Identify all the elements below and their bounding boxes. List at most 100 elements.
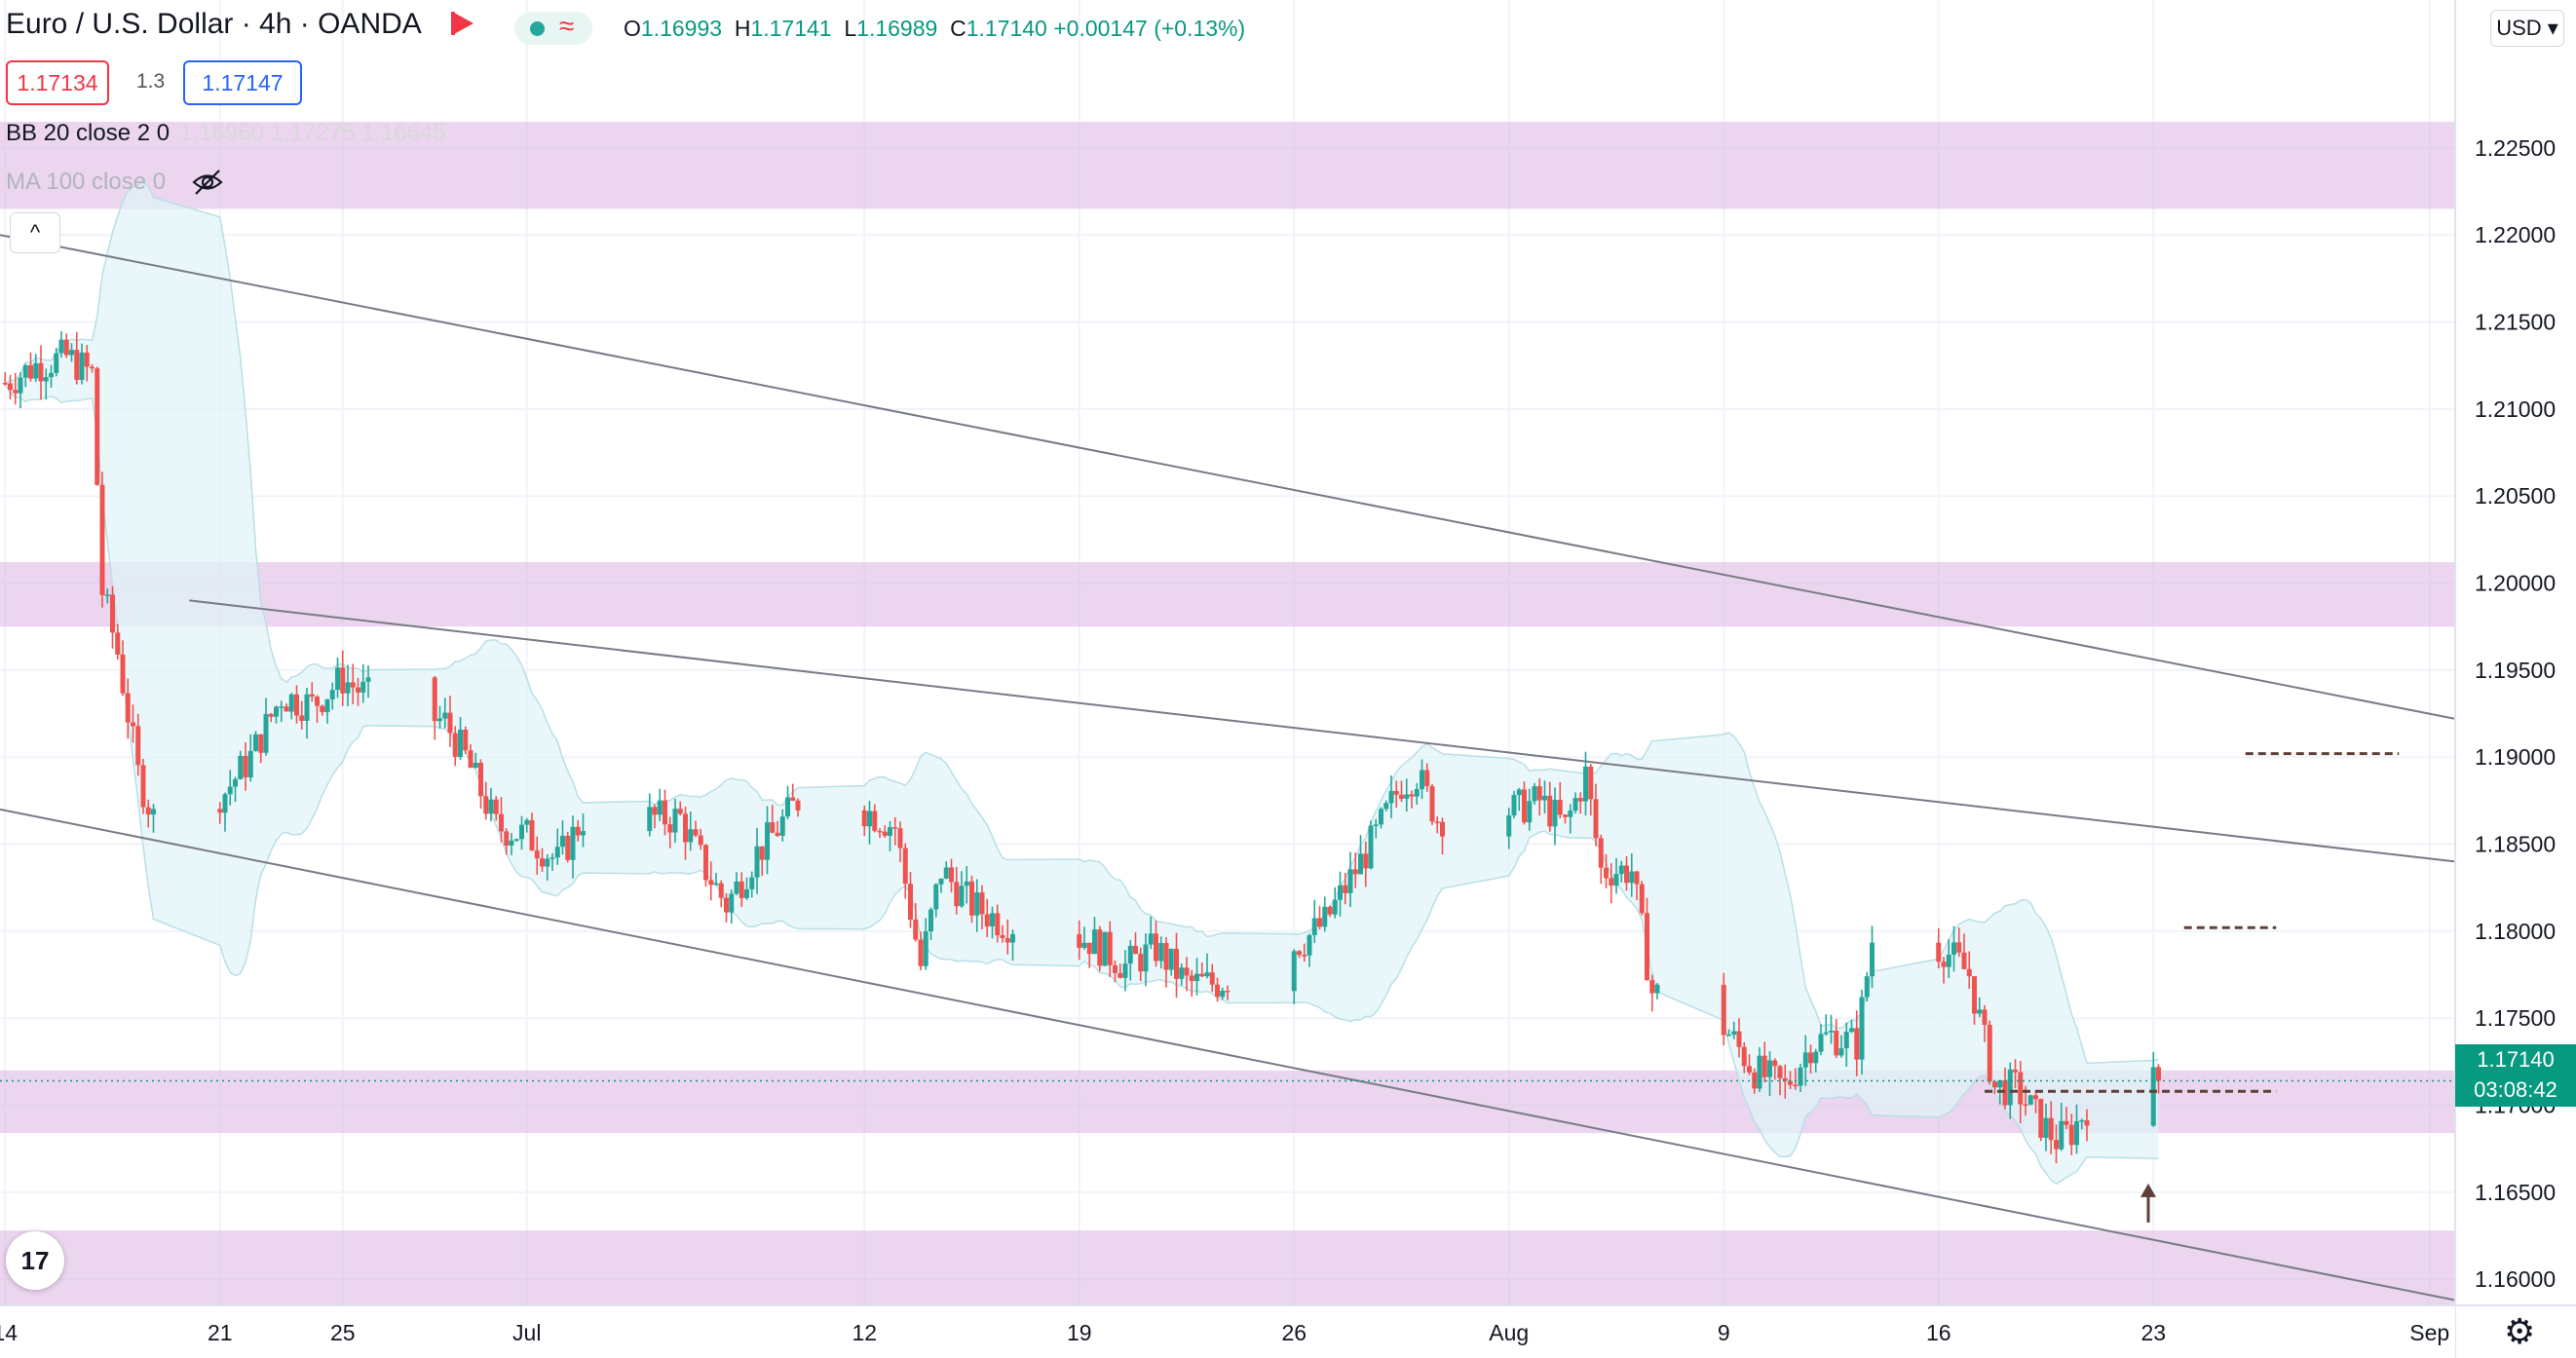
trendline[interactable] <box>0 234 2456 720</box>
trendlines[interactable] <box>0 234 2456 1301</box>
candle-body <box>447 712 453 734</box>
candle-body <box>724 897 729 913</box>
candle-body <box>499 813 504 832</box>
candle-body <box>1148 933 1154 945</box>
candle-body <box>488 799 494 814</box>
candle-body <box>667 824 673 833</box>
candle-body <box>1429 786 1435 822</box>
candle-body <box>1542 795 1547 801</box>
candle-body <box>1168 948 1174 970</box>
target-lines[interactable] <box>0 752 2455 1223</box>
candle-body <box>1829 1031 1834 1033</box>
candle-body <box>365 677 371 682</box>
trendline[interactable] <box>0 808 2456 1301</box>
candle-body <box>360 681 366 693</box>
candle-body <box>1563 814 1568 817</box>
collapse-legend-button[interactable]: ^ <box>10 212 60 253</box>
y-tick-label: 1.16000 <box>2475 1266 2556 1292</box>
zone-rect[interactable] <box>0 122 2455 209</box>
candle-body <box>1808 1052 1813 1064</box>
bb-indicator-legend[interactable]: BB 20 close 2 0 1.16960 1.17275 1.16645 <box>6 120 446 147</box>
candle-body <box>2043 1117 2049 1138</box>
candle-body <box>463 729 469 751</box>
candle-body <box>928 909 933 932</box>
candle-body <box>79 352 85 380</box>
candle-body <box>1506 815 1512 837</box>
chevron-down-icon: ▾ <box>2541 16 2558 40</box>
candle-body <box>765 822 770 860</box>
y-tick-label: 1.22500 <box>2475 135 2556 161</box>
candle-body <box>2033 1095 2038 1100</box>
candle-body <box>110 594 115 633</box>
candle-body <box>1291 951 1297 992</box>
candle-body <box>509 840 514 846</box>
candle-body <box>1782 1077 1788 1081</box>
y-tick-label: 1.16500 <box>2475 1180 2556 1205</box>
candle-body <box>458 729 463 757</box>
candle-body <box>1813 1051 1819 1064</box>
low-label: L <box>844 16 857 41</box>
support-resistance-zones <box>0 122 2455 1318</box>
ma-indicator-legend[interactable]: MA 100 close 0 <box>6 169 167 195</box>
buy-button[interactable]: 1.17147 <box>183 60 302 105</box>
candle-body <box>1409 794 1415 797</box>
currency-select[interactable]: USD ▾ <box>2490 10 2564 47</box>
zone-rect[interactable] <box>0 562 2455 627</box>
candle-body <box>1311 918 1317 935</box>
zone-rect[interactable] <box>0 1230 2455 1318</box>
candle-body <box>350 682 356 688</box>
x-tick-label: 19 <box>1067 1320 1092 1345</box>
arrow-up-icon[interactable] <box>2140 1183 2156 1197</box>
candle-body <box>243 755 248 777</box>
candle-body <box>1736 1031 1742 1047</box>
candle-body <box>1086 942 1092 955</box>
candle-body <box>1588 766 1594 800</box>
candle-body <box>268 713 274 717</box>
candle-body <box>1577 798 1583 802</box>
candle-body <box>683 813 688 843</box>
candle-body <box>1772 1060 1778 1067</box>
candle-body <box>892 827 898 829</box>
candle-body <box>1297 951 1302 956</box>
candle-body <box>2023 1104 2028 1107</box>
candle-body <box>1393 790 1399 795</box>
x-tick-label: 9 <box>1718 1320 1730 1345</box>
candle-body <box>69 350 74 356</box>
open-value: 1.16993 <box>640 16 723 41</box>
candle-body <box>708 880 714 886</box>
eye-off-icon[interactable] <box>191 168 224 197</box>
tradingview-logo-icon[interactable]: 17 <box>6 1231 64 1290</box>
symbol-title[interactable]: Euro / U.S. Dollar · 4h · OANDA <box>6 8 422 40</box>
candle-body <box>1383 803 1389 810</box>
market-status-pill[interactable] <box>514 12 592 45</box>
sell-button[interactable]: 1.17134 <box>6 60 109 105</box>
candle-body <box>954 882 960 907</box>
candle-body <box>131 722 135 727</box>
candle-body <box>1388 790 1394 804</box>
trendline[interactable] <box>189 599 2456 863</box>
candle-body <box>1972 976 1977 1014</box>
candle-body <box>1174 948 1179 979</box>
candle-body <box>918 939 924 966</box>
candle-body <box>1004 938 1010 943</box>
candle-body <box>1379 809 1383 825</box>
candle-body <box>120 654 126 694</box>
candle-body <box>759 846 765 860</box>
candle-body <box>1936 942 1942 962</box>
candle-body <box>560 835 565 848</box>
candle-body <box>770 822 776 833</box>
candle-body <box>1158 943 1164 962</box>
candle-body <box>1941 962 1947 967</box>
candle-body <box>263 713 269 753</box>
candle-body <box>294 694 299 716</box>
bar-countdown: 03:08:42 <box>2474 1077 2557 1102</box>
candle-body <box>933 884 939 910</box>
candle-body <box>1966 968 1972 977</box>
candle-body <box>1645 913 1649 981</box>
candle-body <box>524 819 530 825</box>
candle-body <box>1363 853 1369 869</box>
gear-icon[interactable]: ⚙ <box>2504 1311 2536 1351</box>
candle-body <box>754 846 760 878</box>
flag-icon[interactable] <box>454 13 474 34</box>
